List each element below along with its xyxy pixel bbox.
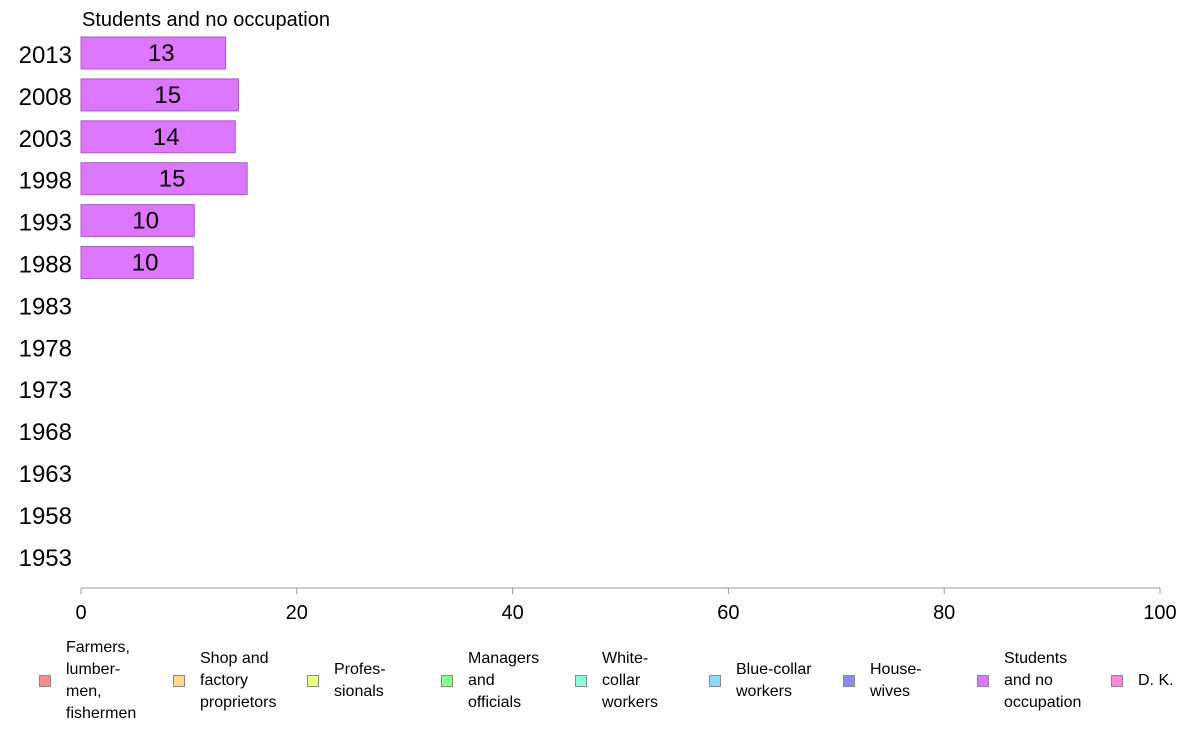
x-axis-ticks: 0 20 40 60 80 100 [75, 588, 1177, 624]
legend-swatch [307, 675, 319, 687]
x-tick-label-80: 80 [933, 602, 955, 624]
bar-1993 [80, 204, 195, 238]
legend-label: Farmers, lumber- men, fishermen [66, 639, 137, 722]
legend-swatch [39, 675, 51, 687]
legend-swatch [1111, 675, 1123, 687]
legend-swatch [441, 675, 453, 687]
legend-item: Profes- sionals [307, 645, 386, 717]
x-tick-label-60: 60 [717, 602, 739, 624]
bar-2003 [80, 120, 236, 154]
bar-1988 [80, 246, 194, 279]
y-tick-label-1993: 1993 [19, 210, 72, 237]
x-tick-label-40: 40 [501, 602, 523, 624]
legend-label: Shop and factory proprietors [200, 650, 277, 711]
legend-label: White- collar workers [602, 650, 659, 711]
legend-label: Managers and officials [468, 650, 540, 711]
data-label-1993: 10 [132, 208, 159, 235]
legend-label: D. K. [1138, 672, 1174, 689]
legend-swatch [709, 675, 721, 687]
legend-item: White- collar workers [575, 645, 658, 717]
legend-swatch [977, 675, 989, 687]
x-tick-label-100: 100 [1143, 602, 1176, 624]
y-tick-label-1988: 1988 [19, 252, 72, 279]
bar-2008 [80, 78, 240, 112]
legend-item: Farmers, lumber- men, fishermen [39, 639, 136, 722]
x-tick-label-20: 20 [286, 602, 308, 624]
y-tick-label-2003: 2003 [19, 126, 72, 153]
bar-2013 [80, 36, 227, 70]
legend-label: Students and no occupation [1004, 650, 1082, 711]
x-tick-label-0: 0 [75, 602, 86, 624]
data-label-1998: 15 [159, 166, 186, 193]
legend-swatch [843, 675, 855, 687]
legend-item: Managers and officials [441, 645, 539, 717]
y-tick-label-1953: 1953 [19, 545, 72, 572]
legend-swatch [575, 675, 587, 687]
legend-item: D. K. [1111, 645, 1174, 717]
y-tick-label-1983: 1983 [19, 293, 72, 320]
data-label-2003: 14 [153, 124, 180, 151]
data-label-1988: 10 [132, 250, 159, 277]
y-tick-label-1968: 1968 [19, 419, 72, 446]
y-tick-label-1998: 1998 [19, 168, 72, 195]
y-tick-label-2013: 2013 [19, 42, 72, 69]
bar-1998 [80, 162, 248, 196]
data-label-2013: 13 [148, 40, 175, 67]
legend-item: House- wives [843, 645, 922, 717]
legend-item: Blue-collar workers [709, 645, 812, 717]
legend-label: Profes- sionals [334, 661, 386, 700]
legend-swatch [173, 675, 185, 687]
y-tick-label-2008: 2008 [19, 84, 72, 111]
legend-item: Students and no occupation [977, 645, 1081, 717]
bar-chart: Students and no occupation 131514151010 … [19, 9, 1177, 624]
y-tick-label-1958: 1958 [19, 503, 72, 530]
data-label-2008: 15 [154, 82, 181, 109]
legend: Farmers, lumber- men, fishermen Shop and … [0, 639, 1188, 731]
legend-item: Shop and factory proprietors [173, 645, 276, 717]
legend-label: Blue-collar workers [736, 661, 812, 700]
legend-label: House- wives [870, 661, 922, 700]
y-axis-labels: 2013 2008 2003 1998 1993 1988 1983 1978 1973 1968… [19, 42, 72, 572]
y-tick-label-1973: 1973 [19, 377, 72, 404]
y-tick-label-1963: 1963 [19, 461, 72, 488]
y-tick-label-1978: 1978 [19, 335, 72, 362]
chart-title: Students and no occupation [82, 9, 330, 31]
